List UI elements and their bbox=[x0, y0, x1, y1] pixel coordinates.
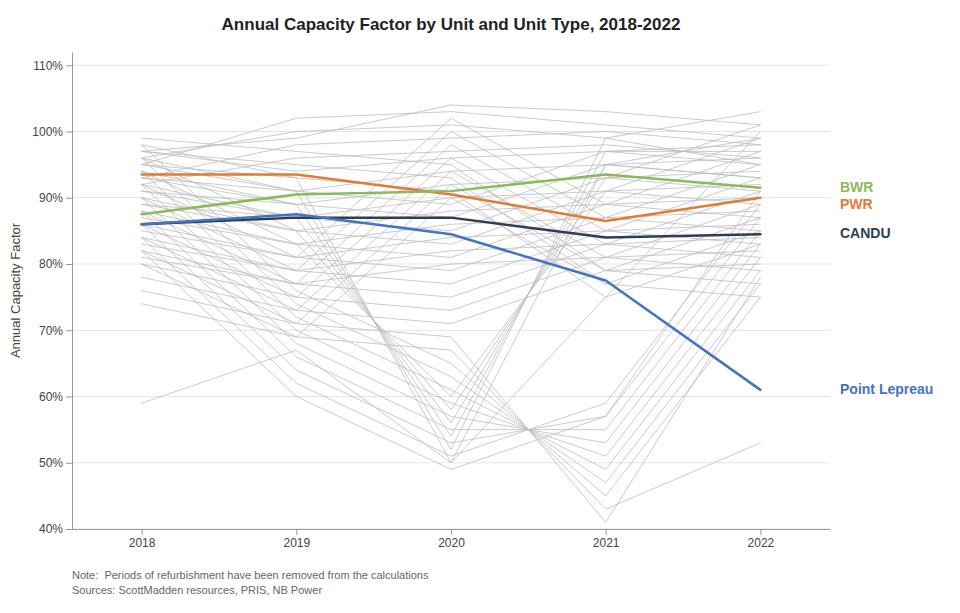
x-tick-label: 2020 bbox=[438, 536, 465, 550]
y-tick: 100% bbox=[32, 125, 72, 139]
notes: Note: Periods of refurbishment have been… bbox=[72, 569, 429, 596]
grid-line bbox=[72, 330, 830, 331]
y-axis-title: Annual Capacity Factor bbox=[8, 222, 23, 358]
lines bbox=[142, 105, 761, 522]
grid bbox=[72, 65, 830, 529]
note: Note: Periods of refurbishment have been… bbox=[72, 569, 429, 581]
series-label: PWR bbox=[840, 196, 873, 212]
y-tick: 90% bbox=[39, 191, 72, 205]
x-tick: 2018 bbox=[129, 529, 156, 550]
y-tick: 40% bbox=[39, 522, 72, 536]
y-tick-label: 40% bbox=[39, 522, 63, 536]
x-tick-label: 2019 bbox=[283, 536, 310, 550]
x-tick-mark bbox=[606, 529, 607, 535]
y-tick-mark bbox=[66, 132, 72, 133]
unit-line bbox=[142, 145, 761, 463]
y-tick-mark bbox=[66, 65, 72, 66]
title: Annual Capacity Factor by Unit and Unit … bbox=[222, 15, 681, 34]
y-tick: 80% bbox=[39, 257, 72, 271]
y-axis: 40% 50% 60% 70% 80% 90% 100% 110% bbox=[32, 53, 72, 537]
y-tick-label: 60% bbox=[39, 390, 63, 404]
x-tick-mark bbox=[760, 529, 761, 535]
plot: 2018 2019 2020 2021 2022 40% 50% 60% 70% 80% 90% 10… bbox=[32, 53, 830, 550]
y-tick-mark bbox=[66, 264, 72, 265]
y-tick: 70% bbox=[39, 324, 72, 338]
y-tick-mark bbox=[66, 397, 72, 398]
x-tick-label: 2021 bbox=[593, 536, 620, 550]
x-tick: 2021 bbox=[593, 529, 620, 550]
series-line bbox=[142, 175, 761, 221]
y-tick-mark bbox=[66, 330, 72, 331]
unit-line bbox=[142, 191, 761, 469]
unit-line bbox=[142, 138, 761, 396]
x-tick-mark bbox=[296, 529, 297, 535]
unit-line bbox=[142, 138, 761, 423]
grid-line bbox=[72, 65, 830, 66]
unit-line bbox=[142, 171, 761, 469]
unit-line bbox=[142, 118, 761, 257]
y-tick-mark bbox=[66, 529, 72, 530]
x-tick: 2019 bbox=[283, 529, 310, 550]
y-tick-label: 50% bbox=[39, 456, 63, 470]
unit-line bbox=[142, 158, 761, 218]
x-tick: 2020 bbox=[438, 529, 465, 550]
y-tick-mark bbox=[66, 198, 72, 199]
unit-line bbox=[142, 198, 761, 443]
unit-line bbox=[142, 138, 761, 449]
y-tick-label: 110% bbox=[33, 59, 63, 73]
x-tick-mark bbox=[451, 529, 452, 535]
series-line bbox=[142, 175, 761, 215]
unit-line bbox=[142, 171, 761, 231]
series-label: BWR bbox=[840, 179, 873, 195]
unit-line bbox=[142, 244, 761, 463]
x-tick: 2022 bbox=[748, 529, 775, 550]
unit-line bbox=[142, 171, 761, 310]
unit-line bbox=[142, 185, 761, 457]
unit-line bbox=[142, 138, 761, 284]
unit-line bbox=[142, 185, 761, 324]
x-tick-label: 2018 bbox=[129, 536, 156, 550]
unit-line bbox=[142, 264, 761, 509]
y-axis-line bbox=[72, 53, 73, 530]
y-tick-mark bbox=[66, 463, 72, 464]
series-label: CANDU bbox=[840, 225, 891, 241]
unit-line bbox=[142, 158, 761, 483]
unit-line bbox=[142, 145, 761, 496]
y-tick: 50% bbox=[39, 456, 72, 470]
series-line bbox=[142, 214, 761, 390]
unit-line bbox=[142, 204, 761, 456]
unit-line bbox=[142, 151, 761, 436]
chart: 2018 2019 2020 2021 2022 40% 50% 60% 70% 80% 90% 10… bbox=[0, 0, 960, 613]
y-tick-label: 80% bbox=[39, 257, 63, 271]
x-tick-label: 2022 bbox=[748, 536, 775, 550]
unit-line bbox=[142, 125, 761, 410]
y-tick-label: 100% bbox=[32, 125, 63, 139]
note: Sources: ScottMadden resources, PRIS, NB… bbox=[72, 584, 322, 596]
unit-line bbox=[142, 151, 761, 297]
unit-line bbox=[142, 251, 761, 523]
y-tick-label: 90% bbox=[39, 191, 63, 205]
y-tick: 60% bbox=[39, 390, 72, 404]
x-axis: 2018 2019 2020 2021 2022 bbox=[73, 529, 831, 550]
y-tick: 110% bbox=[33, 59, 72, 73]
y-tick-label: 70% bbox=[39, 324, 63, 338]
series-label: Point Lepreau bbox=[840, 381, 933, 397]
x-tick-mark bbox=[142, 529, 143, 535]
series-labels: BWRPWR CANDU Point Lepreau bbox=[840, 179, 933, 397]
